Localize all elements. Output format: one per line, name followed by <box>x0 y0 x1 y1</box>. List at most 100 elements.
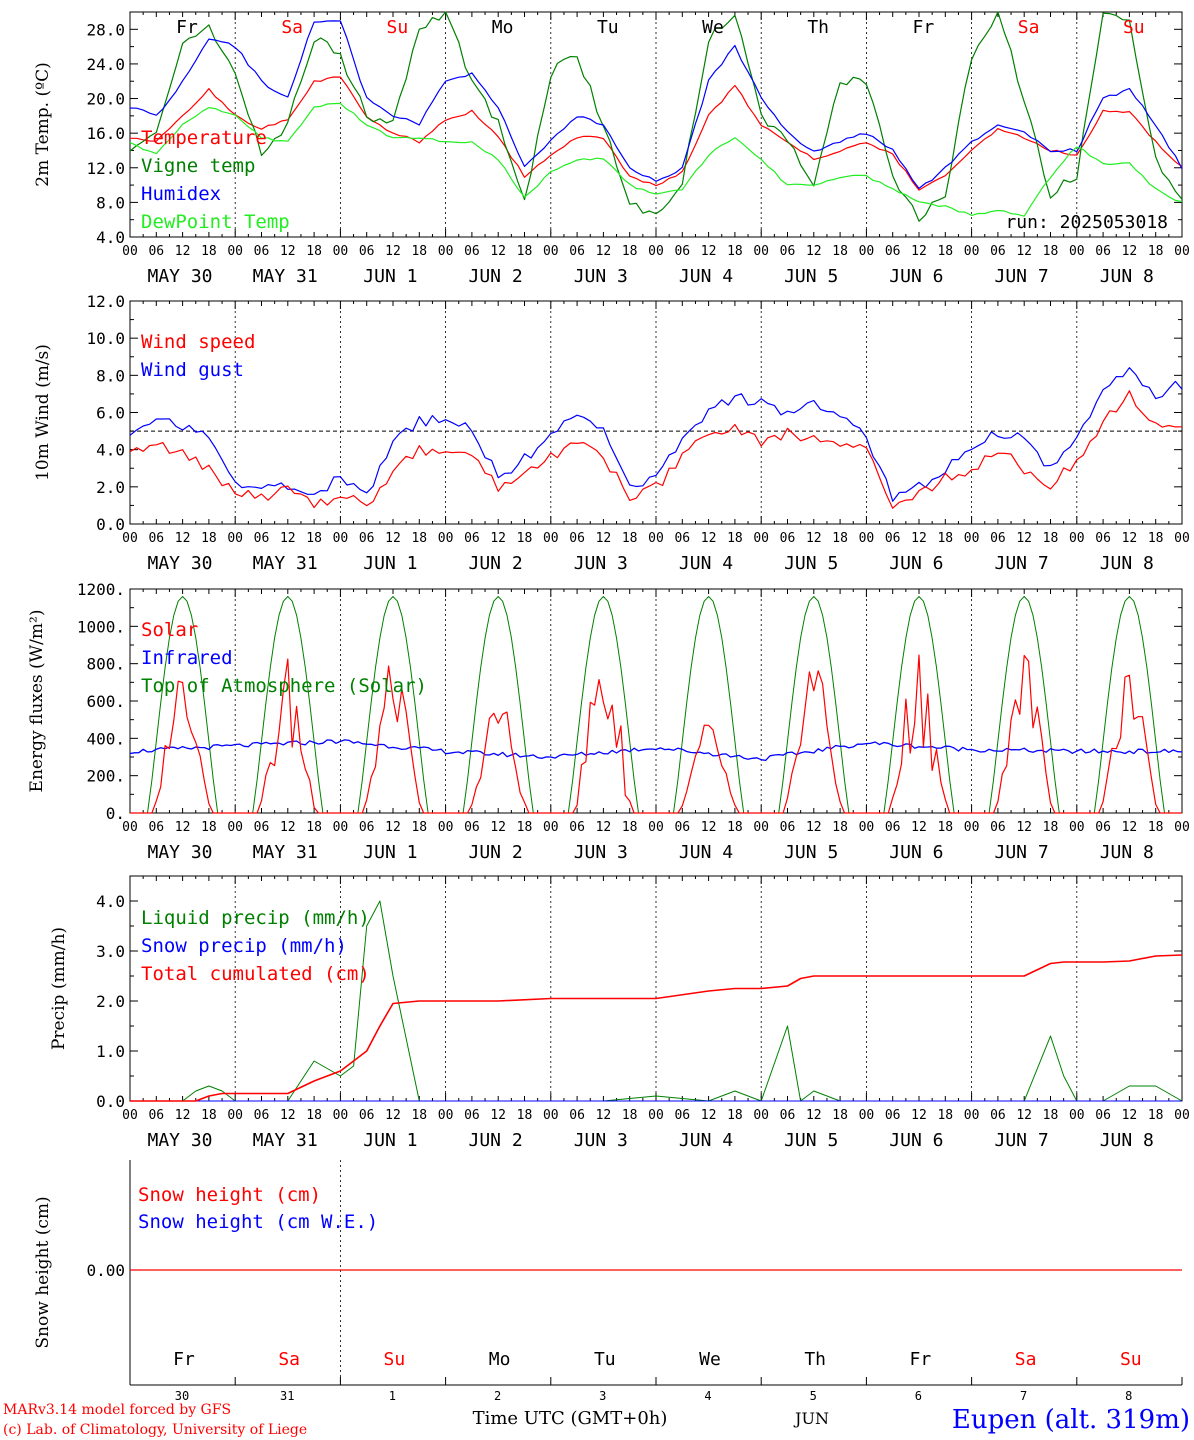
date-label: JUN 6 <box>889 266 943 287</box>
y-tick-label: 400. <box>86 729 125 748</box>
hour-label: 06 <box>148 820 164 835</box>
hour-label: 18 <box>517 1108 533 1123</box>
hour-label: 06 <box>464 1108 480 1123</box>
run-annotation: run: 2025053018 <box>1005 212 1168 233</box>
hour-label: 18 <box>306 244 322 259</box>
date-label: JUN 3 <box>574 842 628 863</box>
hour-label: 12 <box>175 531 191 546</box>
weekday-label: Mo <box>489 1349 511 1370</box>
y-tick-label: 1200. <box>77 580 125 599</box>
hour-label: 00 <box>1174 244 1190 259</box>
hour-label: 06 <box>569 531 585 546</box>
hour-label: 06 <box>464 820 480 835</box>
series-line-vigne-temp <box>129 11 1183 222</box>
legend-entry: Snow precip (mm/h) <box>141 935 347 957</box>
hour-label: 18 <box>622 820 638 835</box>
day-number-label: 1 <box>389 1389 396 1403</box>
hour-label: 06 <box>674 531 690 546</box>
hour-label: 06 <box>148 244 164 259</box>
hour-label: 12 <box>490 244 506 259</box>
y-tick-label: 0.0 <box>96 1092 125 1111</box>
hour-label: 12 <box>1122 531 1138 546</box>
series-line-dewpoint-temp <box>129 102 1183 217</box>
hour-label: 18 <box>201 820 217 835</box>
hour-label: 18 <box>727 244 743 259</box>
hour-label: 18 <box>937 244 953 259</box>
hour-label: 00 <box>964 244 980 259</box>
hour-label: 00 <box>964 531 980 546</box>
hour-label: 00 <box>753 820 769 835</box>
time-axis-title: Time UTC (GMT+0h) <box>473 1408 668 1429</box>
hour-label: 06 <box>148 531 164 546</box>
y-tick-label: 0. <box>106 804 125 823</box>
hour-label: 18 <box>832 1108 848 1123</box>
model-credit: MARv3.14 model forced by GFS <box>3 1402 231 1418</box>
hour-label: 00 <box>227 1108 243 1123</box>
hour-label: 12 <box>596 531 612 546</box>
weekday-label: Th <box>804 1349 826 1370</box>
date-label: JUN 5 <box>784 842 838 863</box>
hour-label: 00 <box>753 531 769 546</box>
hour-label: 06 <box>359 1108 375 1123</box>
month-label: JUN <box>793 1409 829 1428</box>
hour-label: 06 <box>464 531 480 546</box>
lab-credit: (c) Lab. of Climatology, University of L… <box>3 1422 307 1438</box>
hour-label: 12 <box>1122 244 1138 259</box>
hour-label: 12 <box>175 1108 191 1123</box>
hour-label: 12 <box>701 820 717 835</box>
y-tick-label: 8.0 <box>96 193 125 212</box>
day-number-label: 4 <box>704 1389 711 1403</box>
legend-entry: Liquid precip (mm/h) <box>141 907 370 929</box>
date-label: JUN 5 <box>784 553 838 574</box>
weekday-label: Su <box>384 1349 406 1370</box>
hour-label: 18 <box>1148 244 1164 259</box>
hour-label: 18 <box>1148 1108 1164 1123</box>
hour-label: 00 <box>753 244 769 259</box>
hour-label: 00 <box>964 1108 980 1123</box>
hour-label: 12 <box>596 244 612 259</box>
hour-label: 06 <box>254 820 270 835</box>
weekday-label: Fr <box>173 1349 195 1370</box>
legend-entry: DewPoint Temp <box>141 211 290 233</box>
date-label: JUN 6 <box>889 1130 943 1151</box>
series-line-wind-gust <box>129 367 1183 502</box>
hour-label: 00 <box>227 531 243 546</box>
hour-label: 06 <box>1095 820 1111 835</box>
date-label: JUN 7 <box>995 553 1049 574</box>
hour-label: 00 <box>543 1108 559 1123</box>
y-axis-label: 10m Wind (m/s) <box>33 344 53 481</box>
day-number-label: 6 <box>915 1389 922 1403</box>
hour-label: 12 <box>911 244 927 259</box>
date-label: JUN 8 <box>1100 1130 1154 1151</box>
y-tick-label: 600. <box>86 692 125 711</box>
date-label: JUN 4 <box>679 266 733 287</box>
hour-label: 12 <box>701 1108 717 1123</box>
date-label: MAY 31 <box>253 1130 318 1151</box>
hour-label: 18 <box>622 531 638 546</box>
hour-label: 06 <box>990 244 1006 259</box>
hour-label: 12 <box>175 244 191 259</box>
hour-label: 18 <box>622 244 638 259</box>
hour-label: 06 <box>990 820 1006 835</box>
hour-label: 06 <box>885 1108 901 1123</box>
weekday-label: Sa <box>281 17 303 38</box>
hour-label: 06 <box>674 1108 690 1123</box>
hour-label: 18 <box>306 531 322 546</box>
legend-entry: Temperature <box>141 127 267 149</box>
hour-label: 06 <box>254 244 270 259</box>
hour-label: 06 <box>254 1108 270 1123</box>
day-number-label: 3 <box>599 1389 606 1403</box>
precip-panel: 0.0 1.0 2.0 3.0 4.0 Precip (mm/h) Liquid preci… <box>49 875 1190 1151</box>
hour-label: 18 <box>411 531 427 546</box>
hour-label: 18 <box>727 531 743 546</box>
hour-label: 00 <box>1174 531 1190 546</box>
date-label: JUN 8 <box>1100 842 1154 863</box>
hour-label: 00 <box>122 820 138 835</box>
date-label: JUN 1 <box>363 553 417 574</box>
date-label: JUN 7 <box>995 266 1049 287</box>
y-tick-label: 1.0 <box>96 1042 125 1061</box>
y-tick-label: 4.0 <box>96 228 125 247</box>
hour-label: 18 <box>517 531 533 546</box>
hour-label: 06 <box>780 244 796 259</box>
weekday-label: We <box>699 1349 721 1370</box>
